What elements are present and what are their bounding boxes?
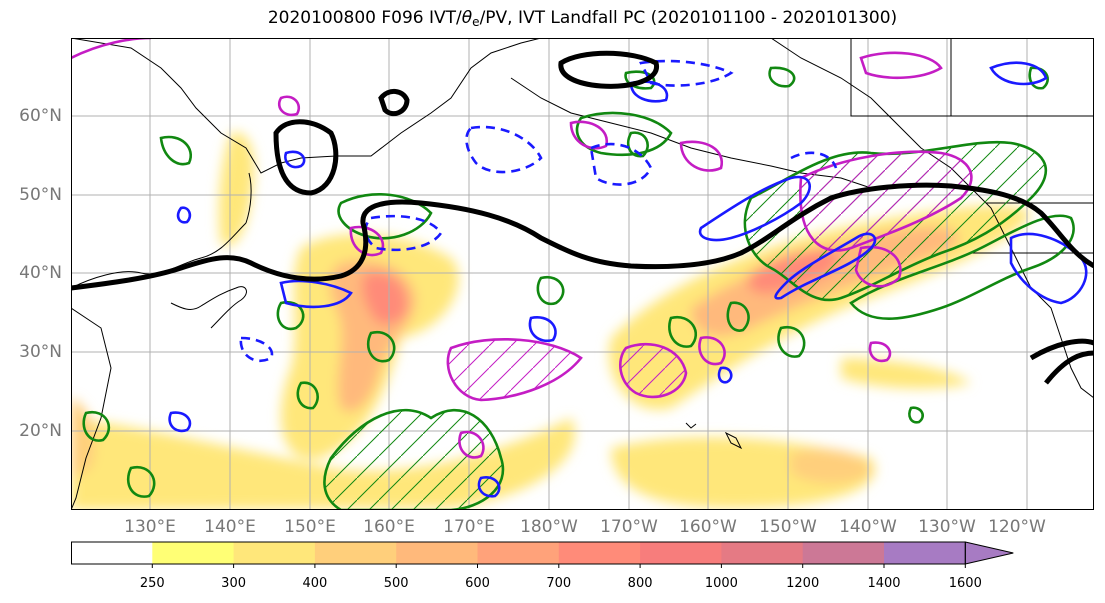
colorbar: [71, 541, 1101, 575]
graticule: [71, 38, 1094, 510]
lon-label: 170°W: [600, 517, 658, 537]
lon-label: 130°E: [124, 517, 176, 537]
landfall-pc-contours: [71, 38, 973, 459]
theta-e-contours: [168, 59, 1088, 498]
lat-label: 20°N: [19, 421, 62, 441]
colorbar-tick-label: 1600: [948, 576, 982, 591]
lon-label: 130°W: [918, 517, 976, 537]
lon-label: 140°W: [839, 517, 897, 537]
colorbar-tick-label: 300: [221, 576, 246, 591]
colorbar-tick-label: 1000: [704, 576, 738, 591]
lon-label: 120°W: [988, 517, 1046, 537]
colorbar-segment: [152, 542, 235, 564]
lat-label: 30°N: [19, 342, 62, 362]
lon-label: 160°E: [363, 517, 415, 537]
colorbar-tick-label: 800: [627, 576, 653, 591]
lon-label: 180°W: [520, 517, 578, 537]
colorbar-svg: [71, 541, 1014, 568]
lon-label: 170°E: [443, 517, 495, 537]
colorbar-outline: [71, 541, 966, 565]
colorbar-tick-label: 700: [546, 576, 572, 591]
colorbar-tick-label: 500: [383, 576, 409, 591]
colorbar-segment: [558, 542, 641, 564]
colorbar-segment: [314, 542, 397, 564]
lon-label: 140°E: [204, 517, 256, 537]
colorbar-tick-label: 1400: [867, 576, 901, 591]
lon-label: 160°W: [679, 517, 737, 537]
colorbar-tick-label: 400: [302, 576, 328, 591]
colorbar-segment: [640, 542, 722, 564]
lon-label: 150°W: [759, 517, 817, 537]
map-title: 2020100800 F096 IVT/θe/PV, IVT Landfall …: [267, 8, 898, 29]
colorbar-segment: [71, 542, 153, 564]
map-panel: [71, 38, 1094, 510]
lat-label: 60°N: [19, 106, 62, 126]
colorbar-segment: [396, 542, 478, 564]
colorbar-extend-arrow: [964, 541, 1014, 565]
colorbar-segment: [721, 542, 804, 564]
lat-label: 40°N: [19, 263, 62, 283]
colorbar-segment: [884, 542, 966, 564]
colorbar-segment: [233, 542, 316, 564]
colorbar-tick-label: 250: [139, 576, 165, 591]
lat-label: 50°N: [19, 185, 62, 205]
pv-contours: [71, 50, 1094, 385]
map-svg: [71, 38, 1094, 510]
colorbar-segment: [802, 542, 885, 564]
colorbar-tick-label: 600: [465, 576, 490, 591]
colorbar-segment: [477, 542, 560, 564]
colorbar-tick-label: 1200: [786, 576, 820, 591]
lon-label: 150°E: [284, 517, 336, 537]
coastlines: [71, 38, 1094, 510]
